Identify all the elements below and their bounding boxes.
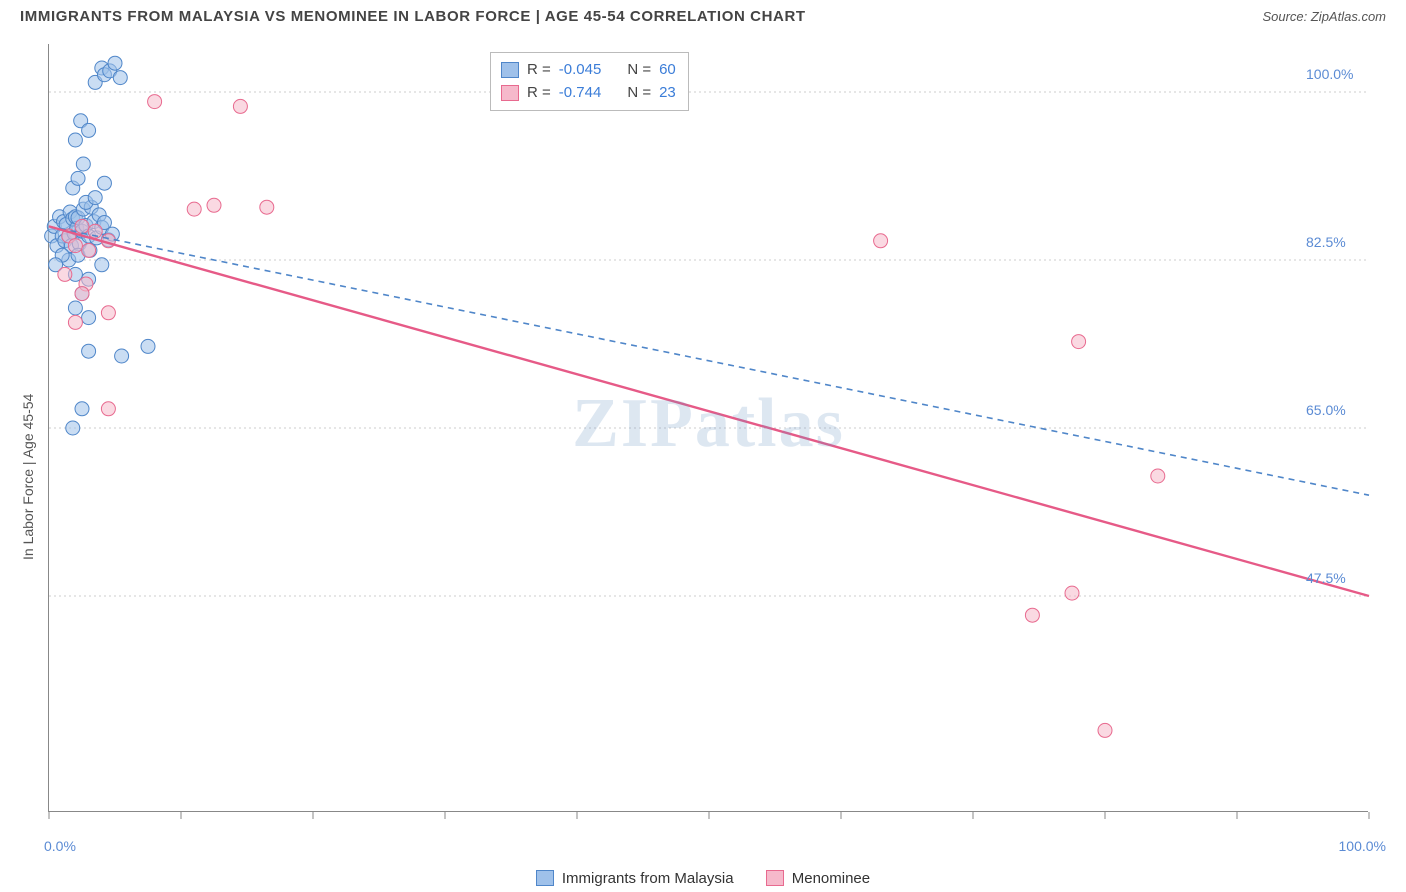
r-label: R =: [527, 82, 551, 105]
r-value: -0.045: [559, 59, 602, 82]
r-label: R =: [527, 59, 551, 82]
bottom-legend: Immigrants from Malaysia Menominee: [0, 870, 1406, 891]
swatch-icon: [536, 870, 554, 886]
swatch-icon: [766, 870, 784, 886]
chart-title: IMMIGRANTS FROM MALAYSIA VS MENOMINEE IN…: [20, 8, 806, 25]
n-label: N =: [627, 59, 651, 82]
chart-plot-area: ZIPatlas: [48, 44, 1368, 812]
legend-item-menominee: Menominee: [766, 870, 870, 887]
x-axis-max-label: 100.0%: [1339, 838, 1386, 854]
x-axis-min-label: 0.0%: [44, 838, 76, 854]
n-value: 23: [659, 82, 676, 105]
r-value: -0.744: [559, 82, 602, 105]
y-tick-label: 65.0%: [1306, 402, 1346, 418]
swatch-icon: [501, 85, 519, 101]
corr-row-2: R = -0.744 N = 23: [501, 82, 676, 105]
correlation-legend: R = -0.045 N = 60 R = -0.744 N = 23: [490, 52, 689, 111]
y-tick-label: 47.5%: [1306, 570, 1346, 586]
chart-svg: [49, 44, 1369, 812]
n-label: N =: [627, 82, 651, 105]
legend-label: Menominee: [792, 870, 870, 887]
swatch-icon: [501, 62, 519, 78]
corr-row-1: R = -0.045 N = 60: [501, 59, 676, 82]
y-tick-label: 82.5%: [1306, 234, 1346, 250]
y-axis-label: In Labor Force | Age 45-54: [20, 394, 36, 560]
y-tick-label: 100.0%: [1306, 66, 1353, 82]
n-value: 60: [659, 59, 676, 82]
legend-item-malaysia: Immigrants from Malaysia: [536, 870, 734, 887]
source-label: Source: ZipAtlas.com: [1262, 9, 1386, 24]
legend-label: Immigrants from Malaysia: [562, 870, 734, 887]
